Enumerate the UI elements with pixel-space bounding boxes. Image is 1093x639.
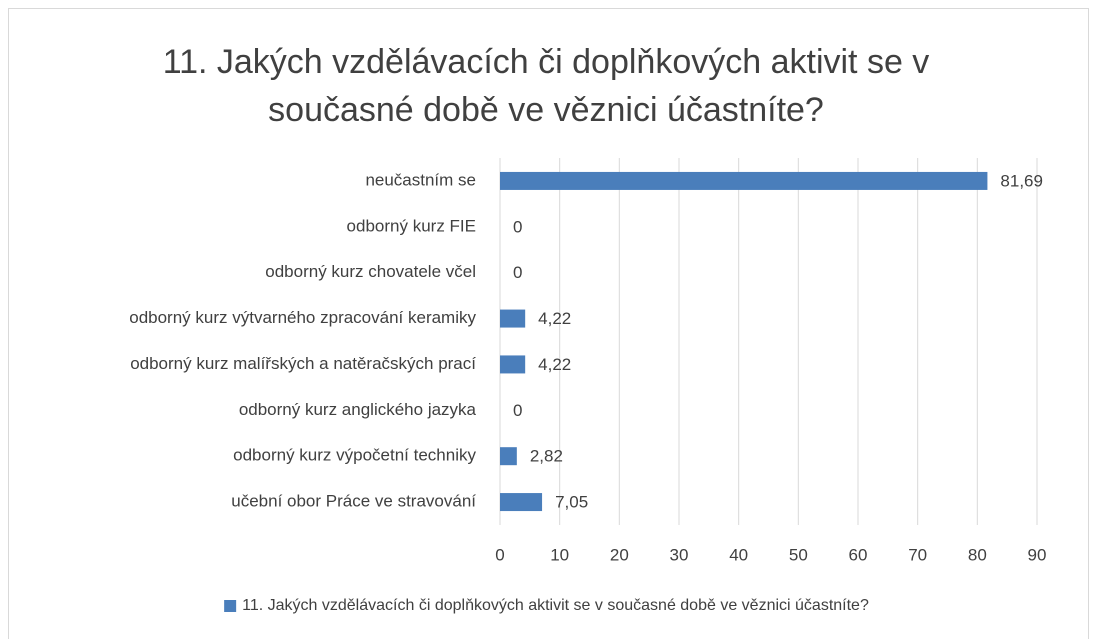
- value-label: 2,82: [530, 447, 563, 466]
- value-label: 0: [513, 217, 522, 236]
- y-tick-label: odborný kurz výpočetní techniky: [233, 446, 476, 465]
- value-label: 4,22: [538, 309, 571, 328]
- x-tick-label: 10: [550, 545, 569, 564]
- y-tick-label: neučastním se: [365, 170, 476, 189]
- y-tick-label: odborný kurz malířských a natěračských p…: [130, 354, 476, 373]
- x-tick-label: 70: [908, 545, 927, 564]
- bar: [500, 447, 517, 466]
- x-tick-label: 30: [670, 545, 689, 564]
- legend-label: 11. Jakých vzdělávacích či doplňkových a…: [242, 597, 869, 614]
- x-tick-label: 50: [789, 545, 808, 564]
- y-tick-label: odborný kurz anglického jazyka: [239, 400, 477, 419]
- value-label: 81,69: [1000, 171, 1043, 190]
- value-label: 4,22: [538, 355, 571, 374]
- y-tick-label: odborný kurz FIE: [347, 216, 476, 235]
- x-tick-label: 80: [968, 545, 987, 564]
- bar: [500, 171, 988, 190]
- x-tick-label: 90: [1028, 545, 1047, 564]
- bar: [500, 309, 526, 328]
- chart-title: 11. Jakých vzdělávacích či doplňkových a…: [162, 43, 930, 129]
- value-label: 7,05: [555, 493, 588, 512]
- bar: [500, 493, 543, 512]
- value-label: 0: [513, 263, 522, 282]
- y-tick-label: učební obor Práce ve stravování: [231, 492, 476, 511]
- bar: [500, 355, 526, 374]
- x-tick-label: 0: [495, 545, 504, 564]
- x-tick-label: 20: [610, 545, 629, 564]
- x-tick-label: 60: [849, 545, 868, 564]
- value-label: 0: [513, 401, 522, 420]
- y-tick-label: odborný kurz výtvarného zpracování keram…: [129, 308, 476, 327]
- chart-frame: [8, 8, 1089, 639]
- x-tick-label: 40: [729, 545, 748, 564]
- legend-swatch: [224, 600, 237, 612]
- y-tick-label: odborný kurz chovatele včel: [265, 262, 476, 281]
